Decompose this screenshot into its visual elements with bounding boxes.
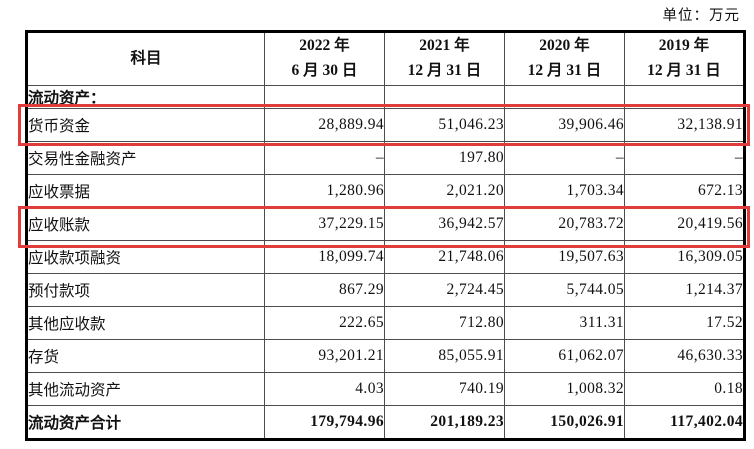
cell-value: 150,026.91 [504,405,625,440]
cell-value: 1,280.96 [264,174,385,208]
row-label: 存货 [26,339,265,373]
cell-value: 712.80 [384,306,505,340]
column-header-2021-12-31: 2021 年 12 月 31 日 [384,31,505,86]
table-row-monetary-funds: 货币资金 28,889.94 51,046.23 39,906.46 32,13… [26,108,745,142]
cell-value: 17.52 [624,306,745,340]
column-header-2022-06-30: 2022 年 6 月 30 日 [264,31,385,86]
row-label: 应收票据 [26,174,265,208]
cell-value: 20,419.56 [624,207,745,241]
cell-value: 672.13 [624,174,745,208]
cell-value: 201,189.23 [384,405,505,440]
cell-value: – [264,141,385,175]
row-label: 交易性金融资产 [26,141,265,175]
cell-empty [504,85,625,109]
cell-value: 179,794.96 [264,405,385,440]
column-header-2019-12-31: 2019 年 12 月 31 日 [624,31,745,86]
cell-value: 2,021.20 [384,174,505,208]
current-assets-table: 科目 2022 年 6 月 30 日 2021 年 12 月 31 日 2020… [25,30,746,441]
column-header-2020-12-31: 2020 年 12 月 31 日 [504,31,625,86]
cell-value: 93,201.21 [264,339,385,373]
cell-value: 1,008.32 [504,372,625,406]
cell-value: 36,942.57 [384,207,505,241]
cell-value: 21,748.06 [384,240,505,274]
cell-value: 20,783.72 [504,207,625,241]
table-row-other-current-assets: 其他流动资产 4.03 740.19 1,008.32 0.18 [26,372,745,406]
row-label: 预付款项 [26,273,265,307]
cell-value: 28,889.94 [264,108,385,142]
section-label-current-assets: 流动资产： [26,85,265,109]
cell-value: 39,906.46 [504,108,625,142]
cell-value: 19,507.63 [504,240,625,274]
header-row: 科目 2022 年 6 月 30 日 2021 年 12 月 31 日 2020… [26,31,745,86]
cell-value: – [504,141,625,175]
cell-value: 16,309.05 [624,240,745,274]
table-row-trading-financial-assets: 交易性金融资产 – 197.80 – – [26,141,745,175]
cell-value: 61,062.07 [504,339,625,373]
cell-value: 1,214.37 [624,273,745,307]
row-label: 流动资产合计 [26,405,265,440]
cell-empty [264,85,385,109]
cell-value: 1,703.34 [504,174,625,208]
unit-label: 单位：万元 [662,8,740,24]
cell-value: 867.29 [264,273,385,307]
cell-value: 85,055.91 [384,339,505,373]
row-label: 其他流动资产 [26,372,265,406]
cell-value: 46,630.33 [624,339,745,373]
table-row-other-receivables: 其他应收款 222.65 712.80 311.31 17.52 [26,306,745,340]
row-label: 应收款项融资 [26,240,265,274]
cell-value: – [624,141,745,175]
cell-empty [384,85,505,109]
table-row-receivables-financing: 应收款项融资 18,099.74 21,748.06 19,507.63 16,… [26,240,745,274]
cell-value: 5,744.05 [504,273,625,307]
table-row-notes-receivable: 应收票据 1,280.96 2,021.20 1,703.34 672.13 [26,174,745,208]
row-label: 货币资金 [26,108,265,142]
cell-value: 0.18 [624,372,745,406]
cell-value: 222.65 [264,306,385,340]
table-row-inventory: 存货 93,201.21 85,055.91 61,062.07 46,630.… [26,339,745,373]
cell-empty [624,85,745,109]
section-row-current-assets: 流动资产： [26,85,745,109]
table-row-accounts-receivable: 应收账款 37,229.15 36,942.57 20,783.72 20,41… [26,207,745,241]
column-header-subject: 科目 [26,31,265,86]
cell-value: 2,724.45 [384,273,505,307]
cell-value: 4.03 [264,372,385,406]
row-label: 应收账款 [26,207,265,241]
cell-value: 311.31 [504,306,625,340]
cell-value: 37,229.15 [264,207,385,241]
table-row-total-current-assets: 流动资产合计 179,794.96 201,189.23 150,026.91 … [26,405,745,440]
cell-value: 32,138.91 [624,108,745,142]
cell-value: 51,046.23 [384,108,505,142]
cell-value: 197.80 [384,141,505,175]
cell-value: 117,402.04 [624,405,745,440]
cell-value: 18,099.74 [264,240,385,274]
row-label: 其他应收款 [26,306,265,340]
cell-value: 740.19 [384,372,505,406]
table-row-prepayments: 预付款项 867.29 2,724.45 5,744.05 1,214.37 [26,273,745,307]
